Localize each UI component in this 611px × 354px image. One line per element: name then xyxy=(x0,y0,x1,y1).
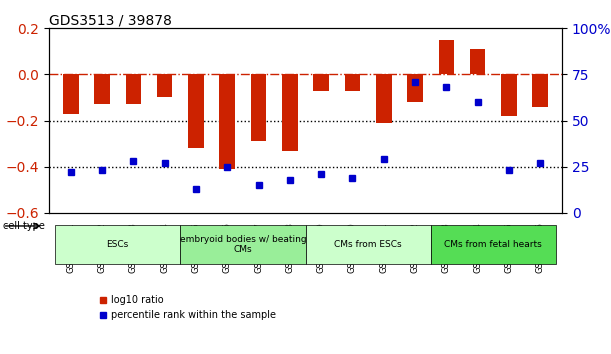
FancyBboxPatch shape xyxy=(55,225,180,264)
Bar xyxy=(157,74,172,97)
Text: GDS3513 / 39878: GDS3513 / 39878 xyxy=(49,13,172,27)
Text: CMs from fetal hearts: CMs from fetal hearts xyxy=(444,240,542,249)
Bar xyxy=(188,74,204,148)
Text: cell type: cell type xyxy=(2,221,45,231)
Bar xyxy=(407,74,423,102)
Bar xyxy=(313,74,329,91)
Text: embryoid bodies w/ beating
CMs: embryoid bodies w/ beating CMs xyxy=(180,235,306,254)
Text: ESCs: ESCs xyxy=(106,240,129,249)
Bar xyxy=(439,40,454,74)
Bar xyxy=(532,74,548,107)
Legend: log10 ratio, percentile rank within the sample: log10 ratio, percentile rank within the … xyxy=(95,291,280,324)
Bar xyxy=(219,74,235,169)
Bar xyxy=(376,74,392,123)
Bar xyxy=(94,74,110,104)
FancyBboxPatch shape xyxy=(180,225,306,264)
Bar xyxy=(63,74,79,114)
Bar xyxy=(470,49,486,74)
FancyBboxPatch shape xyxy=(306,225,431,264)
Bar xyxy=(282,74,298,150)
Text: CMs from ESCs: CMs from ESCs xyxy=(334,240,402,249)
Bar xyxy=(125,74,141,104)
Bar xyxy=(345,74,360,91)
FancyBboxPatch shape xyxy=(431,225,556,264)
Bar xyxy=(501,74,517,116)
Bar xyxy=(251,74,266,141)
